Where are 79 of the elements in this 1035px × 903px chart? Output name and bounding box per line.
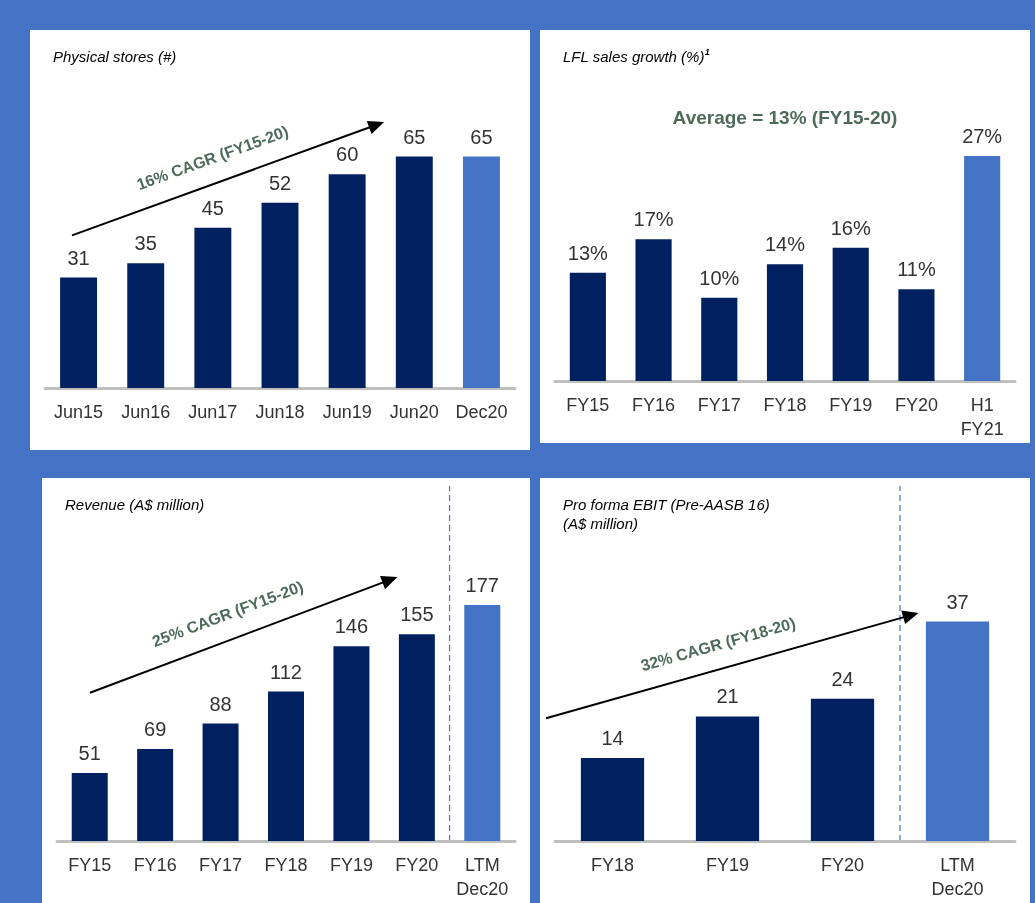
x-tick-label: FY19 bbox=[329, 855, 373, 875]
chart-title: Revenue (A$ million) bbox=[65, 496, 205, 513]
x-tick-label: FY17 bbox=[199, 855, 243, 875]
data-label: 112 bbox=[270, 660, 302, 683]
data-label: 13% bbox=[567, 241, 609, 264]
bar bbox=[333, 646, 370, 841]
x-tick-label: Jun18 bbox=[255, 402, 305, 422]
data-label: 11% bbox=[897, 258, 936, 281]
data-label: 69 bbox=[144, 717, 167, 740]
data-label: 177 bbox=[465, 573, 499, 596]
bar bbox=[60, 277, 98, 388]
x-tick-label: FY20 bbox=[820, 855, 865, 875]
x-tick-label: LTM Dec20 bbox=[931, 855, 984, 899]
bar bbox=[268, 691, 304, 841]
x-tick-label: FY18 bbox=[590, 855, 635, 875]
data-label: 10% bbox=[699, 266, 740, 289]
x-tick-label: Jun15 bbox=[54, 402, 104, 422]
data-label: 88 bbox=[209, 692, 232, 715]
data-label: 27% bbox=[962, 125, 1003, 147]
data-label: 155 bbox=[400, 603, 434, 626]
x-tick-label: Jun17 bbox=[188, 402, 238, 422]
data-label: 14% bbox=[764, 233, 806, 256]
x-tick-label: FY16 bbox=[133, 855, 177, 875]
bar bbox=[137, 748, 174, 841]
bar bbox=[635, 239, 672, 381]
data-label: 52 bbox=[268, 171, 292, 194]
bar bbox=[464, 604, 501, 841]
x-tick-label: Jun20 bbox=[389, 402, 439, 422]
bar bbox=[701, 297, 738, 381]
x-tick-label: FY17 bbox=[697, 395, 741, 415]
chart-title: Pro forma EBIT (Pre-AASB 16) (A$ million) bbox=[563, 496, 770, 532]
data-label: 14 bbox=[601, 726, 624, 749]
data-label: 146 bbox=[334, 615, 369, 638]
data-label: 37 bbox=[946, 590, 969, 613]
x-tick-label: Jun19 bbox=[322, 402, 372, 422]
data-label: 65 bbox=[403, 125, 426, 148]
x-tick-label: FY20 bbox=[395, 855, 439, 875]
bar bbox=[194, 227, 232, 388]
bar bbox=[832, 247, 869, 381]
bar bbox=[898, 289, 935, 381]
bar bbox=[328, 174, 366, 388]
x-tick-label: Jun16 bbox=[121, 402, 171, 422]
bar bbox=[202, 723, 239, 841]
x-tick-label: FY15 bbox=[68, 855, 112, 875]
bar bbox=[462, 156, 500, 388]
text: Average = 13% (FY15-20) bbox=[672, 107, 898, 128]
bar bbox=[261, 202, 299, 388]
x-tick-label: FY20 bbox=[894, 395, 938, 415]
data-label: 16% bbox=[830, 216, 871, 239]
bar bbox=[964, 156, 1001, 381]
bar bbox=[766, 264, 804, 381]
bar bbox=[71, 772, 108, 841]
data-label: 24 bbox=[831, 667, 854, 690]
x-tick-label: FY18 bbox=[264, 855, 308, 875]
data-label: 65 bbox=[470, 125, 493, 148]
chart-title: Physical stores (#) bbox=[53, 48, 177, 65]
x-tick-label: H1 FY21 bbox=[960, 395, 1004, 439]
bar bbox=[695, 716, 760, 841]
bar bbox=[925, 621, 990, 841]
x-tick-label: LTM Dec20 bbox=[456, 855, 509, 899]
data-label: 45 bbox=[201, 196, 224, 219]
x-tick-label: Dec20 bbox=[455, 402, 508, 422]
data-label: 17% bbox=[633, 208, 674, 231]
bar bbox=[398, 634, 435, 841]
data-label: 31 bbox=[67, 246, 90, 269]
bar bbox=[580, 757, 645, 841]
data-label: 21 bbox=[716, 685, 739, 708]
x-tick-label: FY19 bbox=[829, 395, 873, 415]
bar bbox=[810, 698, 875, 841]
data-label: 35 bbox=[134, 232, 157, 255]
data-label: 51 bbox=[78, 741, 101, 764]
x-tick-label: FY15 bbox=[566, 395, 610, 415]
x-tick-label: FY16 bbox=[632, 395, 676, 415]
x-tick-label: FY18 bbox=[763, 395, 807, 415]
bar bbox=[395, 156, 433, 388]
bar bbox=[569, 272, 606, 381]
x-tick-label: FY19 bbox=[705, 855, 750, 875]
data-label: 60 bbox=[336, 143, 359, 166]
bar bbox=[127, 263, 165, 388]
